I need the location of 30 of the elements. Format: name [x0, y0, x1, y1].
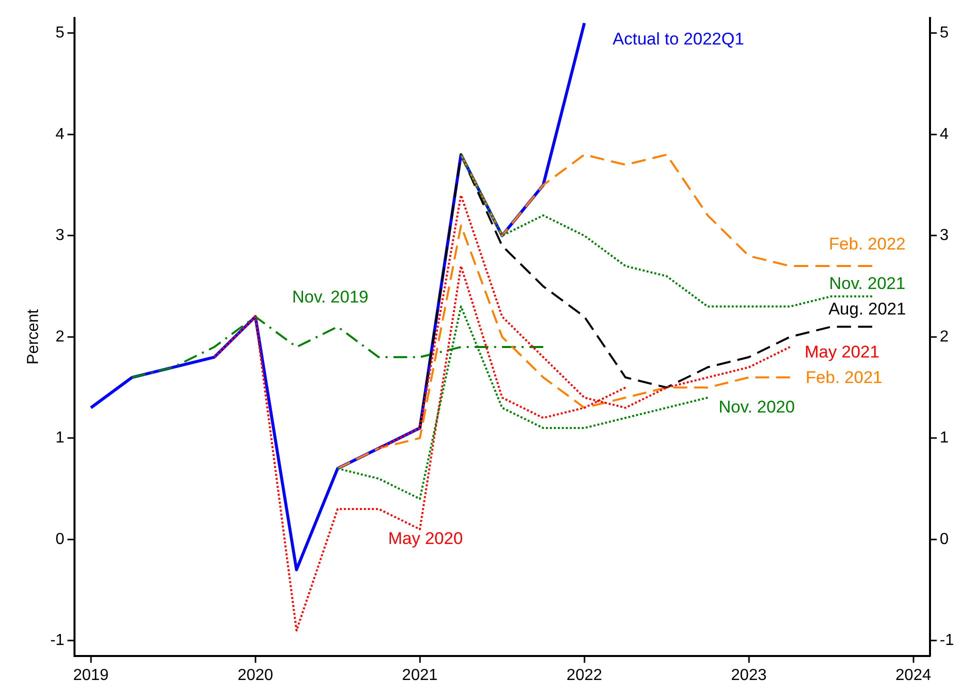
y-tick-label: 3	[56, 227, 65, 244]
series-label: Nov. 2020	[718, 397, 795, 416]
x-tick-label: 2024	[896, 666, 932, 684]
x-tick-label: 2020	[238, 666, 274, 684]
x-tick-label: 2022	[566, 666, 602, 684]
y2-tick-label: -1	[940, 632, 954, 650]
y-tick-label: -1	[50, 632, 65, 650]
y-tick-label: 5	[56, 24, 65, 42]
series-label: Actual to 2022Q1	[612, 30, 744, 49]
y-tick-label: 0	[56, 530, 65, 548]
series-label: Feb. 2021	[806, 368, 882, 388]
y2-tick-label: 5	[940, 24, 949, 42]
series-label: Nov. 2019	[292, 288, 368, 307]
y2-tick-label: 3	[940, 227, 949, 244]
x-tick-label: 2021	[402, 666, 438, 684]
series-label: Aug. 2021	[828, 299, 906, 318]
y2-tick-label: 0	[940, 530, 949, 548]
y-tick-label: 2	[56, 328, 65, 346]
y2-tick-label: 1	[940, 430, 949, 447]
series-label: Nov. 2021	[829, 274, 906, 294]
x-tick-label: 2019	[73, 666, 109, 684]
series-label: May 2020	[388, 529, 463, 548]
y2-tick-label: 4	[940, 126, 949, 143]
y-tick-label: 4	[56, 126, 65, 143]
x-tick-label: 2023	[731, 666, 767, 684]
series-label: May 2021	[804, 342, 880, 362]
y-axis-title: Percent	[25, 308, 42, 364]
y-tick-label: 1	[56, 430, 65, 447]
series-label: Feb. 2022	[828, 234, 906, 254]
y2-tick-label: 2	[940, 328, 949, 346]
